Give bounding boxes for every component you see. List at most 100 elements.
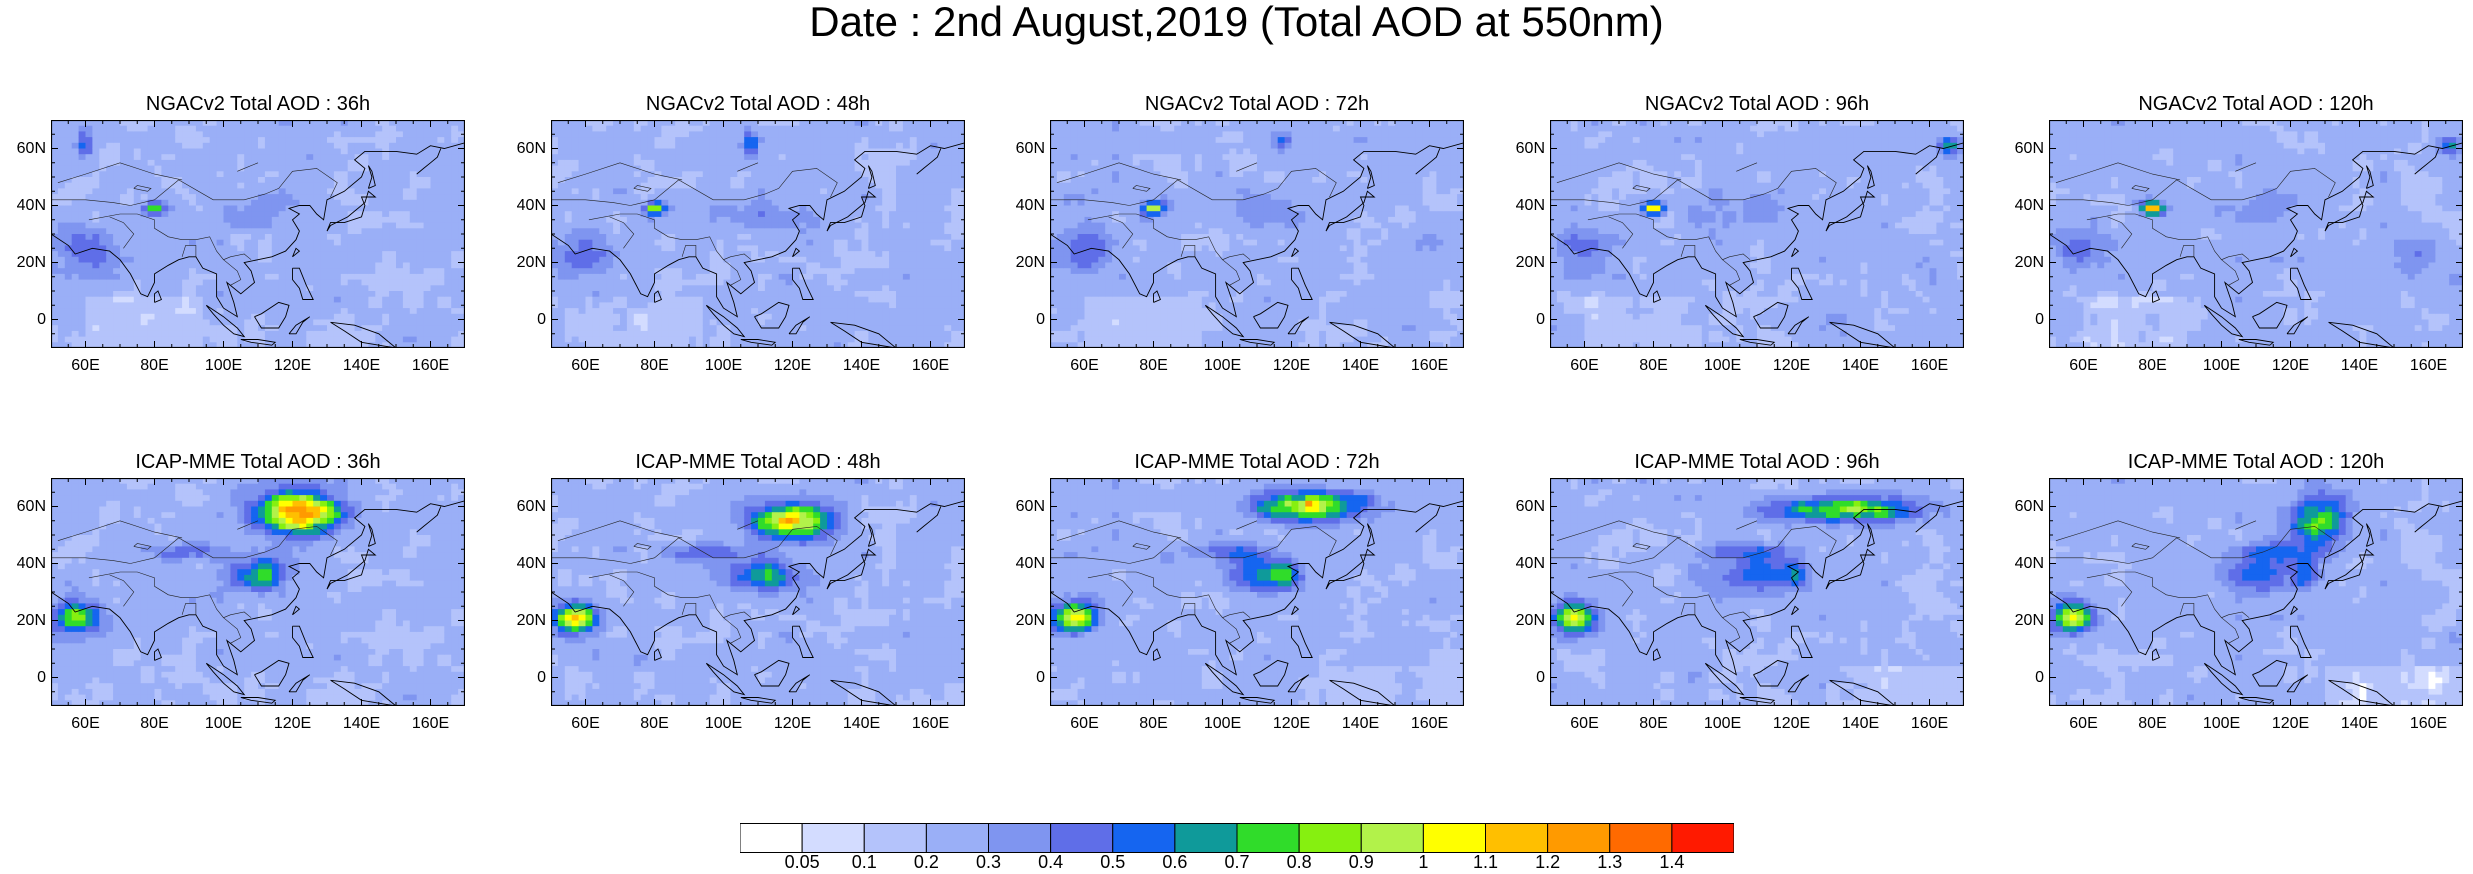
colorbar-label: 1.4 — [1642, 853, 1702, 871]
coastline — [1204, 304, 1245, 338]
country-border — [723, 259, 742, 286]
map-panel-ngac-36h: NGACv2 Total AOD : 36h 60N 40N 20N 0 60E 80E 10… — [0, 93, 515, 433]
country-border — [551, 557, 631, 564]
country-border — [1222, 259, 1241, 286]
y-tick-label: 40N — [1998, 197, 2044, 214]
y-tick-label: 20N — [1499, 612, 1545, 629]
x-tick-label: 120E — [1267, 716, 1317, 732]
y-tick-label: 40N — [1998, 555, 2044, 572]
country-border — [2086, 571, 2250, 619]
coastline — [1325, 190, 1376, 232]
y-tick-label: 40N — [999, 197, 1045, 214]
x-tick-label: 100E — [2197, 716, 2247, 732]
colorbar-bin — [1360, 823, 1424, 853]
coastline — [2286, 316, 2309, 335]
aod-field-map — [51, 478, 465, 706]
y-tick-label: 0 — [1499, 311, 1545, 328]
x-tick-label: 80E — [1629, 358, 1679, 374]
country-border — [557, 162, 683, 183]
country-border — [1129, 168, 1337, 206]
coastline — [1329, 321, 1396, 348]
map-panel-icap-36h: ICAP-MME Total AOD : 36h 60N 40N 20N 0 60E 80E… — [0, 451, 515, 791]
coastline — [1415, 148, 1441, 175]
colorbar-bin — [1547, 823, 1611, 853]
colorbar-label: 1 — [1393, 853, 1453, 871]
colorbar-bin — [1298, 823, 1362, 853]
country-border — [57, 162, 183, 183]
x-tick-label: 60E — [1560, 716, 1610, 732]
x-tick-label: 100E — [2197, 358, 2247, 374]
x-tick-label: 60E — [561, 716, 611, 732]
coastline — [1739, 339, 1776, 346]
coastline — [2152, 290, 2160, 303]
country-border — [1629, 168, 1837, 206]
country-border — [1087, 213, 1251, 261]
coastline — [551, 142, 965, 318]
coastline — [1050, 142, 1464, 318]
coastline — [1915, 506, 1941, 533]
country-border — [57, 520, 183, 541]
country-border — [1180, 603, 1196, 615]
coastline — [2414, 506, 2440, 533]
x-tick-label: 80E — [1129, 358, 1179, 374]
colorbar-label: 0.2 — [896, 853, 956, 871]
x-tick-label: 100E — [1198, 716, 1248, 732]
x-tick-label: 160E — [1905, 716, 1955, 732]
coastline — [1287, 674, 1310, 693]
y-tick-label: 0 — [999, 311, 1045, 328]
y-tick-label: 20N — [0, 254, 46, 271]
y-tick-label: 40N — [1499, 555, 1545, 572]
y-tick-label: 20N — [999, 254, 1045, 271]
colorbar-label: 0.3 — [959, 853, 1019, 871]
y-tick-label: 40N — [500, 555, 546, 572]
coastline — [654, 648, 662, 661]
panel-title: ICAP-MME Total AOD : 96h — [1550, 451, 1964, 473]
y-tick-label: 60N — [500, 140, 546, 157]
y-tick-label: 0 — [0, 669, 46, 686]
coastline — [1753, 659, 1789, 687]
coastline — [292, 625, 314, 658]
coastline — [1825, 548, 1876, 590]
aod-field — [2049, 478, 2463, 706]
x-tick-label: 60E — [1560, 358, 1610, 374]
x-tick-label: 120E — [1767, 716, 1817, 732]
aod-field-map — [1050, 478, 1464, 706]
coastline — [551, 500, 965, 676]
y-tick-label: 60N — [999, 498, 1045, 515]
coastline — [367, 523, 376, 547]
coastline — [1366, 523, 1375, 547]
x-tick-label: 120E — [768, 358, 818, 374]
coastline — [1287, 316, 1310, 335]
country-border — [1608, 216, 1634, 249]
country-border — [1236, 162, 1258, 172]
country-border — [109, 216, 135, 249]
y-tick-label: 40N — [999, 555, 1045, 572]
colorbar-label: 0.05 — [772, 853, 832, 871]
x-tick-label: 80E — [2128, 716, 2178, 732]
coastline — [2365, 165, 2374, 189]
coastline — [1253, 659, 1289, 687]
aod-field-map — [2049, 120, 2463, 348]
country-border — [1722, 259, 1741, 286]
country-border — [681, 245, 697, 257]
coastline — [1791, 625, 1813, 658]
y-tick-label: 0 — [500, 311, 546, 328]
x-tick-label: 60E — [61, 716, 111, 732]
colorbar-label: 0.7 — [1207, 853, 1267, 871]
country-border — [2107, 216, 2133, 249]
x-tick-label: 140E — [837, 716, 887, 732]
country-border — [1556, 162, 1682, 183]
aod-field-map — [1550, 478, 1964, 706]
map-panel-icap-48h: ICAP-MME Total AOD : 48h 60N 40N 20N 0 60E 80E… — [500, 451, 1015, 791]
x-tick-label: 140E — [2335, 358, 2385, 374]
y-tick-label: 20N — [0, 612, 46, 629]
aod-colorbar — [740, 823, 1734, 853]
country-border — [633, 185, 652, 192]
x-tick-label: 120E — [768, 716, 818, 732]
coastline — [1704, 662, 1745, 696]
figure-title: Date : 2nd August,2019 (Total AOD at 550… — [0, 0, 2473, 44]
x-tick-label: 120E — [1767, 358, 1817, 374]
country-border — [1056, 162, 1182, 183]
coastline — [292, 247, 301, 258]
x-tick-label: 140E — [1836, 716, 1886, 732]
